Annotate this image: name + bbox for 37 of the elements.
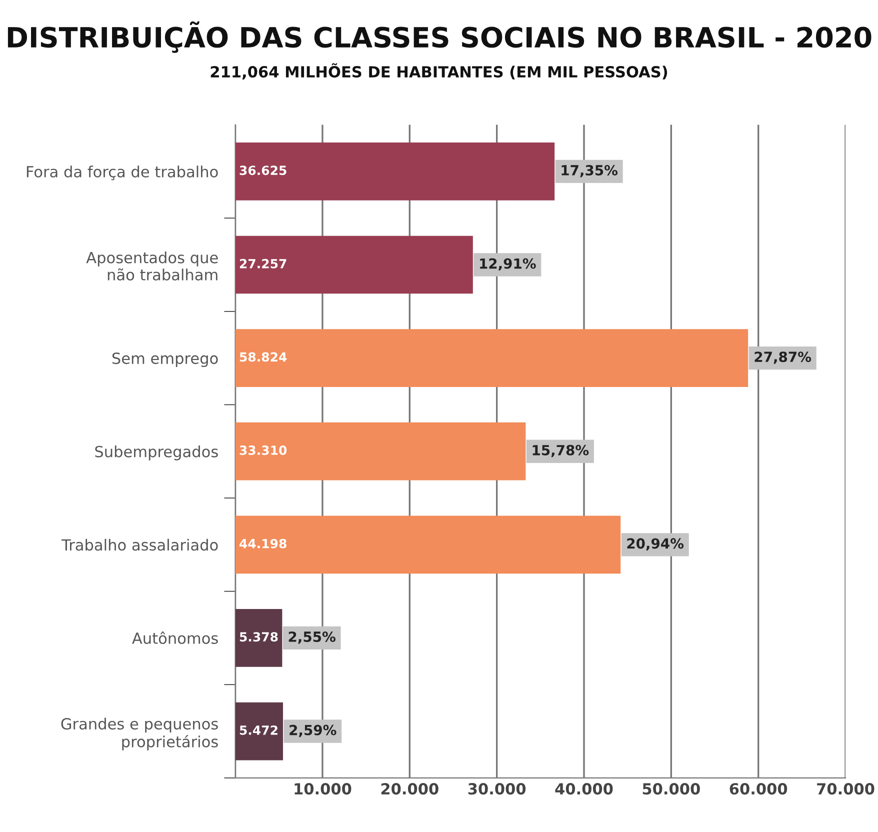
y-tick-label: Subempregados bbox=[95, 446, 218, 460]
chart-title: DISTRIBUIÇÃO DAS CLASSES SOCIAIS NO BRASIL - 2020 bbox=[8, 21, 872, 53]
x-tick-label: 40.000 bbox=[555, 783, 613, 795]
bar bbox=[235, 142, 555, 200]
y-tick-label: Trabalho assalariado bbox=[61, 538, 218, 551]
data-label: 36.625 bbox=[240, 166, 286, 176]
chart-subtitle: 211,064 MILHÕES DE HABITANTES (EM MIL PESSOAS) bbox=[210, 63, 668, 80]
y-tick-label: Fora da força de trabalho bbox=[26, 166, 218, 180]
data-label: 27.257 bbox=[240, 258, 286, 268]
annotation: 2,55% bbox=[288, 631, 336, 644]
bar bbox=[235, 516, 621, 574]
y-tick-label: Grandes e pequenos proprietários bbox=[61, 718, 218, 750]
data-label: 58.824 bbox=[240, 352, 287, 362]
bar bbox=[235, 329, 748, 387]
bar bbox=[235, 236, 473, 294]
y-tick-label: Aposentados que não trabalham bbox=[86, 252, 218, 280]
annotation: 15,78% bbox=[532, 444, 589, 458]
annotation: 20,94% bbox=[627, 538, 684, 550]
y-tick-label: Autônomos bbox=[132, 632, 218, 644]
annotation: 2,59% bbox=[290, 724, 336, 738]
x-tick-label: 60.000 bbox=[730, 783, 788, 795]
data-label: 44.198 bbox=[240, 538, 286, 548]
bar bbox=[235, 422, 526, 480]
y-tick-label: Sem emprego bbox=[112, 352, 218, 368]
data-label: 33.310 bbox=[240, 446, 287, 455]
annotation: 12,91% bbox=[480, 258, 536, 271]
x-tick-label: 70.000 bbox=[817, 783, 874, 795]
annotation: 27,87% bbox=[754, 352, 812, 364]
data-label: 5.472 bbox=[240, 725, 278, 735]
x-tick-label: 10.000 bbox=[294, 783, 352, 795]
x-tick-label: 20.000 bbox=[381, 783, 438, 795]
x-tick-label: 30.000 bbox=[468, 783, 526, 795]
x-tick-label: 50.000 bbox=[642, 783, 700, 795]
annotation: 17,35% bbox=[562, 164, 618, 178]
data-label: 5.378 bbox=[240, 632, 278, 642]
bar bbox=[235, 609, 282, 667]
bar bbox=[235, 702, 284, 760]
